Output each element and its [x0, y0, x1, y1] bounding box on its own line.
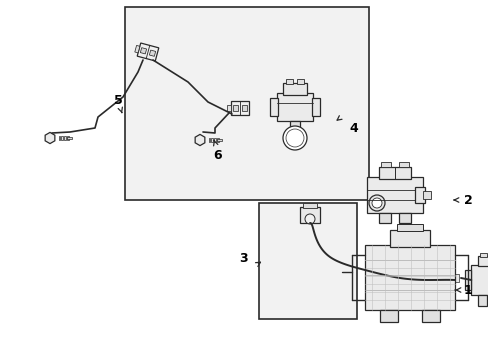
Bar [414, 187, 424, 203]
Bar [389, 230, 429, 247]
Text: 2: 2 [463, 194, 471, 207]
Text: 4: 4 [349, 122, 358, 135]
Bar [285, 79, 292, 84]
Bar [303, 203, 316, 208]
Text: 3: 3 [239, 252, 248, 265]
Bar [124, 7, 368, 200]
Bar [380, 162, 390, 167]
Bar [67, 136, 69, 140]
Bar [379, 310, 397, 322]
Bar [217, 138, 218, 141]
Circle shape [388, 267, 410, 289]
Bar [269, 98, 278, 116]
Bar [421, 310, 439, 322]
Bar [422, 191, 430, 199]
Bar [420, 274, 428, 282]
Bar [365, 268, 373, 276]
Bar [61, 136, 63, 140]
Bar [296, 79, 304, 84]
Bar [149, 50, 155, 56]
Bar [140, 48, 146, 54]
Bar [464, 270, 470, 290]
Bar [396, 224, 422, 231]
Bar [440, 274, 448, 282]
Bar [477, 295, 486, 306]
Bar [479, 253, 486, 257]
Text: 5: 5 [113, 94, 122, 107]
Bar [398, 162, 408, 167]
Bar [259, 203, 356, 319]
Bar [378, 167, 410, 179]
Bar [311, 98, 319, 116]
Bar [276, 93, 312, 121]
Bar [211, 138, 213, 142]
Circle shape [368, 195, 384, 211]
Bar [232, 105, 237, 111]
Bar [364, 245, 454, 310]
Bar [67, 136, 72, 139]
Circle shape [285, 129, 304, 147]
Bar [216, 139, 222, 141]
Bar [227, 105, 230, 111]
Bar [430, 274, 438, 282]
Bar [283, 83, 306, 95]
Bar [64, 136, 66, 140]
Circle shape [283, 126, 306, 150]
Bar [385, 274, 393, 282]
Bar [208, 138, 210, 142]
Bar [410, 274, 418, 282]
Bar [135, 45, 140, 53]
Bar [477, 256, 488, 266]
Text: 6: 6 [213, 149, 222, 162]
Circle shape [305, 214, 314, 224]
Text: 1: 1 [463, 284, 471, 297]
Circle shape [371, 198, 381, 208]
Bar [378, 213, 390, 223]
Bar [366, 177, 422, 213]
Bar [289, 121, 299, 129]
Bar [375, 272, 383, 280]
Bar [470, 265, 488, 295]
Bar [214, 138, 216, 142]
Bar [230, 101, 249, 115]
Bar [242, 105, 247, 111]
Bar [450, 274, 458, 282]
Bar [398, 213, 410, 223]
Circle shape [392, 271, 406, 285]
Bar [299, 207, 319, 223]
Bar [137, 43, 159, 61]
Bar [59, 136, 60, 140]
